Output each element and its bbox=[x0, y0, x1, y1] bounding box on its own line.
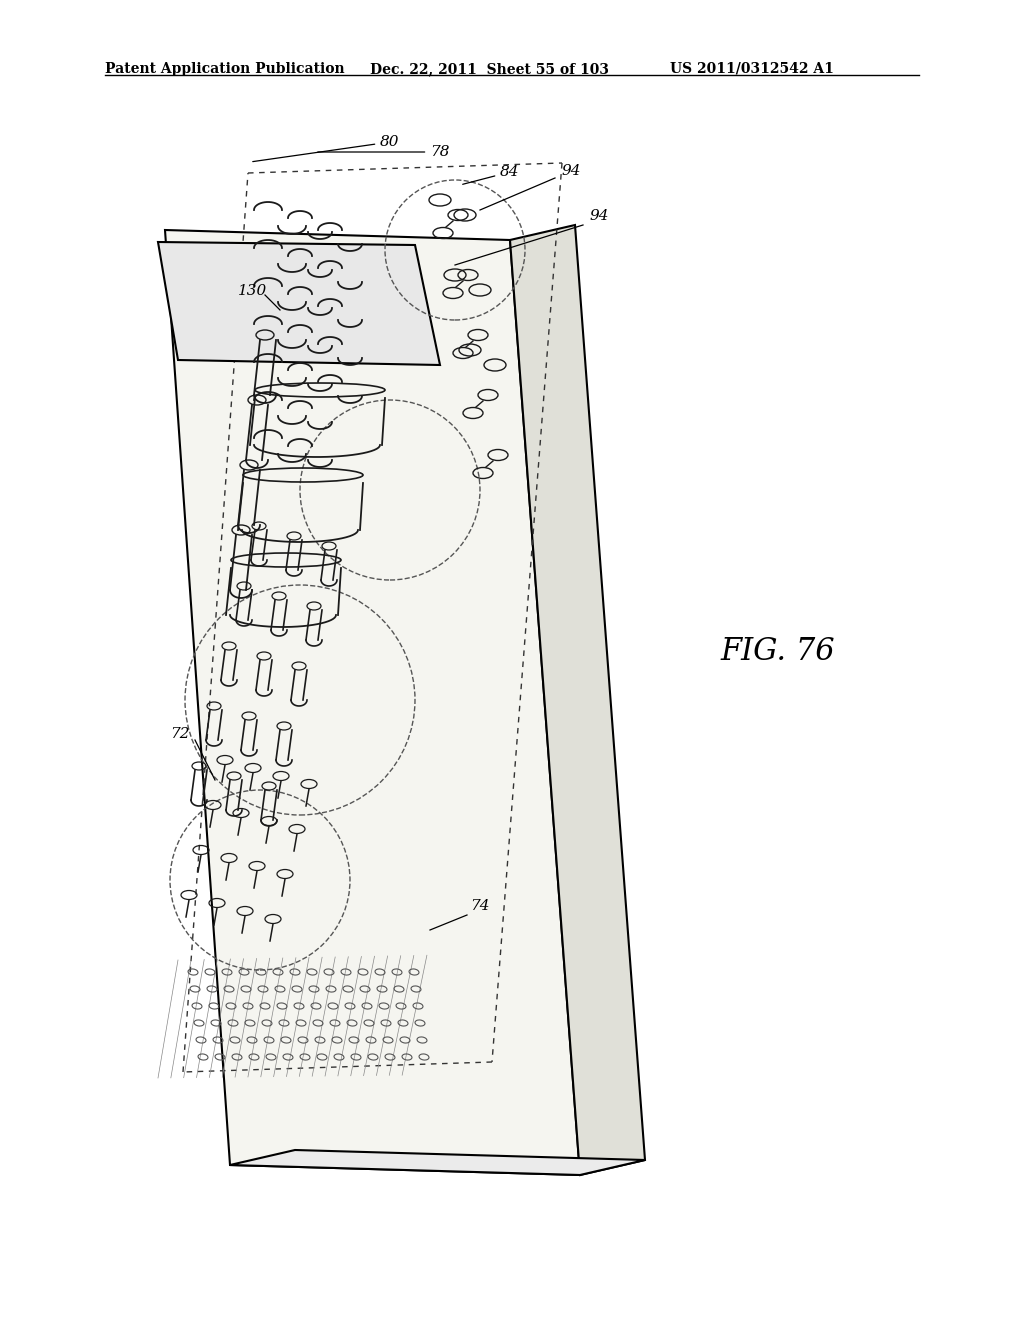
Text: US 2011/0312542 A1: US 2011/0312542 A1 bbox=[670, 62, 834, 77]
Text: 130: 130 bbox=[238, 284, 267, 298]
Polygon shape bbox=[165, 230, 580, 1175]
Text: Patent Application Publication: Patent Application Publication bbox=[105, 62, 345, 77]
Polygon shape bbox=[230, 1150, 645, 1175]
Text: FIG. 76: FIG. 76 bbox=[720, 636, 835, 667]
Text: 74: 74 bbox=[470, 899, 489, 913]
Polygon shape bbox=[158, 242, 440, 366]
Text: 80: 80 bbox=[253, 135, 399, 161]
Text: 72: 72 bbox=[170, 727, 189, 741]
Text: 78: 78 bbox=[317, 145, 450, 158]
Polygon shape bbox=[510, 224, 645, 1175]
Text: 94: 94 bbox=[590, 209, 609, 223]
Text: 94: 94 bbox=[562, 164, 582, 178]
Text: Dec. 22, 2011  Sheet 55 of 103: Dec. 22, 2011 Sheet 55 of 103 bbox=[370, 62, 609, 77]
Text: 84: 84 bbox=[463, 165, 520, 185]
